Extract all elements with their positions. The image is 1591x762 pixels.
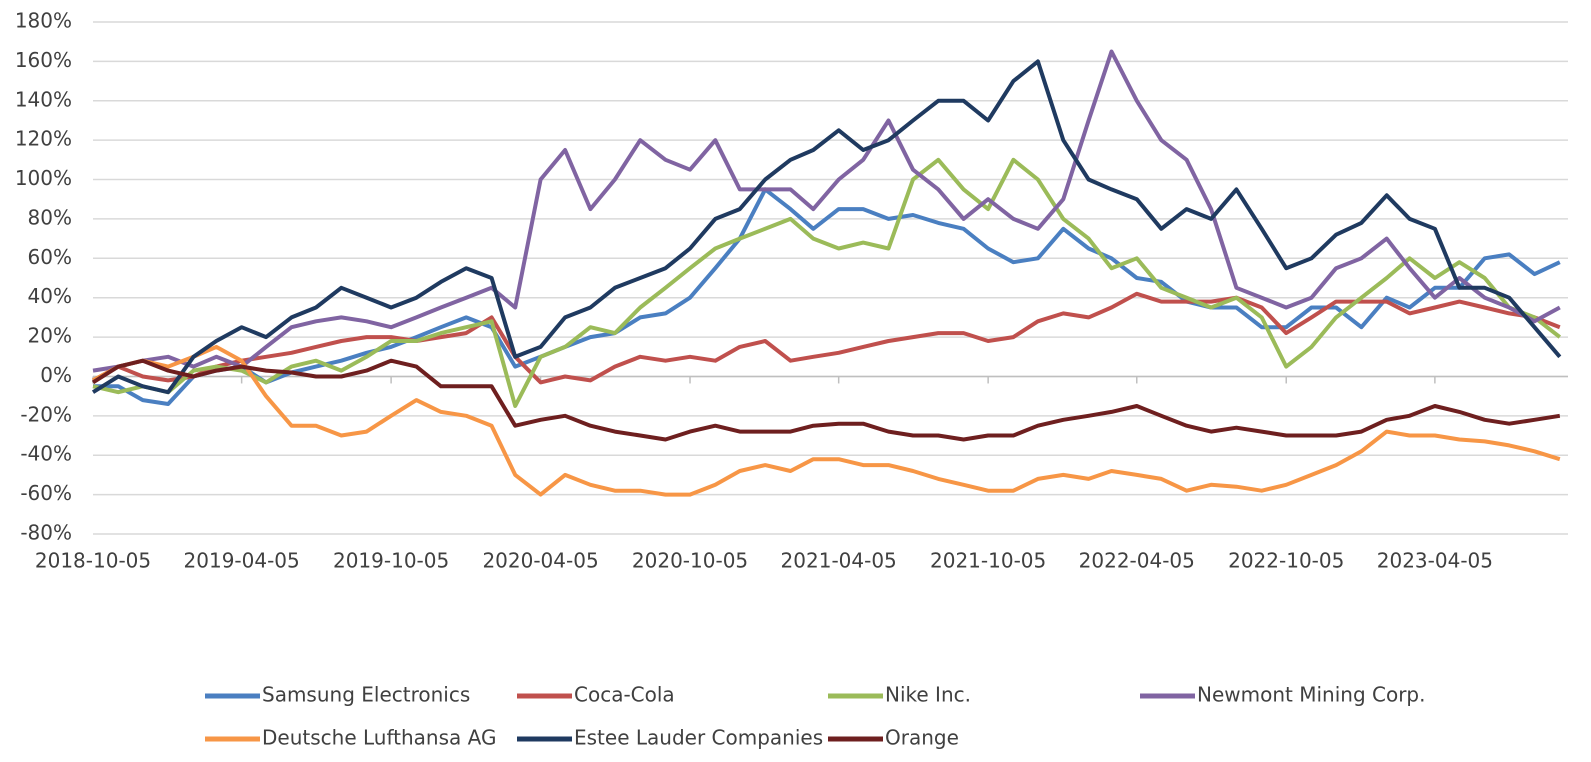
y-tick-label: 80% (28, 205, 72, 229)
series-line (92, 157, 1562, 408)
legend-label: Coca-Cola (574, 683, 675, 707)
series-line (92, 291, 1561, 385)
y-tick-label: 60% (28, 245, 72, 269)
legend-label: Deutsche Lufthansa AG (262, 726, 496, 750)
x-tick-label: 2019-10-05 (333, 549, 449, 573)
x-tick-label: 2023-04-05 (1377, 549, 1493, 573)
y-tick-label: 100% (15, 166, 72, 190)
x-tick-label: 2020-10-05 (632, 549, 748, 573)
legend-label: Orange (885, 726, 959, 750)
y-tick-label: 180% (15, 9, 72, 33)
x-tick-label: 2018-10-05 (35, 549, 151, 573)
y-tick-label: -20% (20, 402, 72, 426)
y-tick-label: 0% (40, 363, 72, 387)
series-line (91, 59, 1562, 395)
y-tick-label: 20% (28, 324, 72, 348)
y-tick-label: -60% (20, 481, 72, 505)
x-tick-label: 2022-10-05 (1228, 549, 1344, 573)
series-line (93, 187, 1561, 406)
x-tick-label: 2019-04-05 (184, 549, 300, 573)
y-tick-label: -80% (20, 521, 72, 545)
series-line (91, 358, 1561, 442)
x-tick-label: 2020-04-05 (482, 549, 598, 573)
y-tick-label: 160% (15, 48, 72, 72)
y-tick-label: 120% (15, 127, 72, 151)
y-tick-label: -40% (20, 442, 72, 466)
legend-label: Estee Lauder Companies (574, 726, 823, 750)
x-tick-label: 2021-04-05 (781, 549, 897, 573)
y-tick-label: 40% (28, 284, 72, 308)
series-line (92, 49, 1561, 373)
legend-label: Samsung Electronics (262, 683, 470, 707)
legend-label: Newmont Mining Corp. (1197, 683, 1425, 707)
legend-label: Nike Inc. (885, 683, 971, 707)
x-tick-label: 2022-04-05 (1079, 549, 1195, 573)
x-tick-label: 2021-10-05 (930, 549, 1046, 573)
y-tick-label: 140% (15, 87, 72, 111)
series-line (92, 344, 1561, 497)
